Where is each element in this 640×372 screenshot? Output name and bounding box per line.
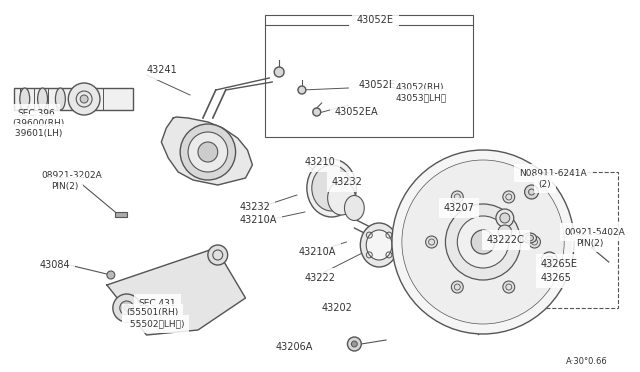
Ellipse shape	[56, 88, 65, 110]
Text: 43052E: 43052E	[358, 80, 396, 90]
Text: 43232: 43232	[239, 202, 271, 212]
Circle shape	[313, 108, 321, 116]
Text: 08921-3202A: 08921-3202A	[42, 170, 102, 180]
Circle shape	[498, 225, 512, 239]
Circle shape	[541, 252, 557, 268]
Circle shape	[188, 132, 228, 172]
Circle shape	[471, 230, 495, 254]
Text: 43084: 43084	[40, 260, 70, 270]
Circle shape	[451, 191, 463, 203]
Text: 43265: 43265	[540, 273, 572, 283]
Circle shape	[545, 256, 554, 264]
Text: 43222C: 43222C	[487, 235, 525, 245]
Text: 00921-5402A: 00921-5402A	[564, 228, 625, 237]
Ellipse shape	[328, 181, 355, 215]
Circle shape	[503, 281, 515, 293]
Ellipse shape	[360, 223, 398, 267]
Circle shape	[113, 294, 141, 322]
Text: 43052(RH): 43052(RH)	[396, 83, 444, 92]
Circle shape	[180, 124, 236, 180]
Circle shape	[107, 271, 115, 279]
Circle shape	[120, 301, 134, 315]
Circle shape	[68, 83, 100, 115]
Text: (55501(RH): (55501(RH)	[127, 308, 179, 317]
Circle shape	[208, 245, 228, 265]
Circle shape	[525, 185, 538, 199]
Circle shape	[529, 236, 540, 248]
Circle shape	[80, 95, 88, 103]
Text: 43052E: 43052E	[356, 15, 394, 25]
Text: SEC.396: SEC.396	[18, 109, 56, 118]
Ellipse shape	[525, 235, 534, 241]
Ellipse shape	[38, 88, 47, 110]
Bar	[265, 15, 473, 137]
Text: 43210: 43210	[305, 157, 335, 167]
Polygon shape	[161, 117, 252, 185]
Circle shape	[503, 191, 515, 203]
Circle shape	[392, 150, 574, 334]
Circle shape	[124, 305, 130, 311]
Text: 43206A: 43206A	[275, 342, 312, 352]
Circle shape	[402, 160, 564, 324]
Ellipse shape	[20, 88, 29, 110]
Text: 39601(LH): 39601(LH)	[12, 128, 62, 138]
Text: 43222: 43222	[305, 273, 336, 283]
Circle shape	[198, 142, 218, 162]
Text: 43265E: 43265E	[540, 259, 577, 269]
Polygon shape	[107, 248, 246, 335]
Text: 43207: 43207	[444, 203, 474, 213]
Text: PIN(2): PIN(2)	[51, 182, 79, 190]
Bar	[14, 88, 132, 110]
Circle shape	[445, 204, 521, 280]
Circle shape	[426, 236, 438, 248]
Circle shape	[458, 216, 509, 268]
Ellipse shape	[307, 159, 356, 217]
Text: 43210A: 43210A	[239, 215, 277, 225]
Bar	[115, 212, 127, 217]
Text: SEC.431: SEC.431	[139, 298, 176, 308]
Text: 55502〈LH〉): 55502〈LH〉)	[127, 320, 184, 328]
Circle shape	[348, 337, 362, 351]
Text: 43241: 43241	[147, 65, 177, 75]
Circle shape	[274, 67, 284, 77]
Circle shape	[500, 213, 510, 223]
Text: 43052EA: 43052EA	[335, 107, 378, 117]
Text: 43210A: 43210A	[299, 247, 336, 257]
Text: (39600(RH): (39600(RH)	[12, 119, 64, 128]
Ellipse shape	[312, 165, 351, 211]
Text: A·30°0.66: A·30°0.66	[566, 357, 608, 366]
Ellipse shape	[344, 196, 364, 221]
Text: 43053〈LH〉: 43053〈LH〉	[396, 93, 447, 103]
Circle shape	[298, 86, 306, 94]
Ellipse shape	[523, 233, 536, 243]
Bar	[487, 172, 618, 308]
Circle shape	[496, 209, 514, 227]
Text: 43232: 43232	[332, 177, 362, 187]
Ellipse shape	[366, 230, 392, 260]
Circle shape	[351, 341, 357, 347]
Text: PIN(2): PIN(2)	[576, 238, 604, 247]
Circle shape	[451, 281, 463, 293]
Text: 43202: 43202	[322, 303, 353, 313]
Text: N08911-6241A: N08911-6241A	[518, 169, 586, 177]
Text: (2): (2)	[538, 180, 551, 189]
